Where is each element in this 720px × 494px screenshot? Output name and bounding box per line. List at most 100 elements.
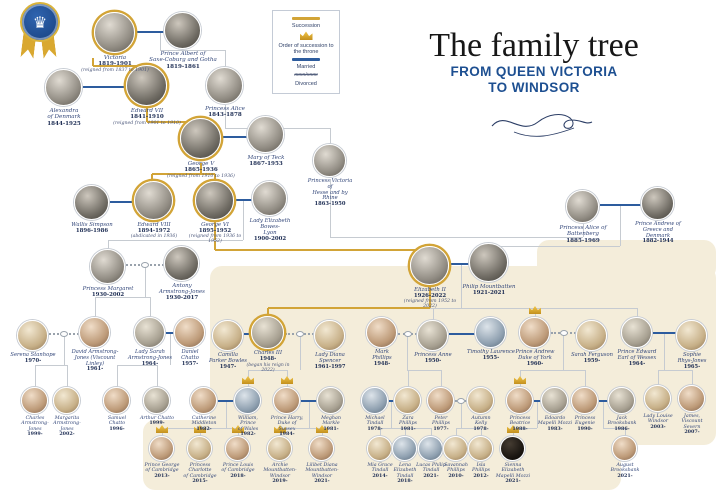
descent-line <box>390 401 392 428</box>
succession-line <box>199 163 203 174</box>
person-note: (reigned from 1936 to 1952) <box>188 234 242 245</box>
person-name: Saxe-Coburg and Gotha <box>149 57 217 64</box>
person-label-edoardo-mapelli-mozzi: Edoardo Mapelli Mozzi 1983- <box>537 416 573 432</box>
marriage-line <box>301 399 317 403</box>
succession-line <box>91 58 95 66</box>
person-label-james-viscount-severn: James, Viscount Severn 2007- <box>674 414 710 435</box>
descent-line <box>432 308 434 320</box>
person-name: Princess Alice of Battenberg <box>559 225 607 238</box>
person-name: Michael <box>365 416 385 421</box>
person-name: Lucas Philip <box>416 463 446 468</box>
person-name: Edward VII <box>130 108 164 114</box>
succession-line-sample <box>292 17 320 21</box>
person-years: 1844-1925 <box>47 120 81 127</box>
descent-line <box>657 370 659 385</box>
person-name: Philip Mountbatten <box>462 284 516 290</box>
person-name: Charles III <box>253 350 283 356</box>
person-label-princess-beatrice: Princess Beatrice 1988- <box>502 416 538 432</box>
marriage-line <box>222 135 247 139</box>
crown-icon <box>514 376 526 384</box>
portrait-mark-phillips <box>366 317 397 348</box>
descent-line <box>116 365 118 387</box>
person-name: Brooksbank <box>610 468 640 474</box>
person-label-margarita-armstrong-jones: Margarita Armstrong- Jones 2002- <box>49 416 85 437</box>
portrait-princess-alice-of-battenberg <box>566 190 599 223</box>
descent-line <box>407 370 409 387</box>
person-years: 1964- <box>141 360 159 367</box>
person-name: of Wales <box>237 426 259 432</box>
descent-line <box>489 245 620 247</box>
person-label-autumn-kelly: Autumn Kelly 1978- <box>463 416 499 432</box>
crown-glyph: ♛ <box>32 12 48 32</box>
portrait-princess-beatrice <box>506 387 533 414</box>
descent-line <box>407 369 441 371</box>
person-note: (began his reign in 2022) <box>246 362 290 373</box>
person-name: Lady Louise <box>643 414 673 419</box>
person-name: Alexandra <box>49 108 79 114</box>
person-name: Phillips <box>447 468 465 474</box>
person-label-alexandra-of-denmark: Alexandra of Denmark 1844-1925 <box>27 108 101 127</box>
portrait-arthur-chatto <box>143 387 170 414</box>
succession-line <box>213 222 217 250</box>
person-name: Meghan Markle <box>321 416 341 427</box>
descent-line <box>520 369 585 371</box>
person-label-sophie-rhys-jones: Sophie Rhys-Jones 1965- <box>667 352 717 370</box>
person-years: 1977- <box>433 425 449 432</box>
crown-icon <box>299 31 313 41</box>
portrait-savannah-phillips <box>443 436 468 461</box>
person-name: David Armstrong- <box>71 349 119 355</box>
portrait-elizabeth-ii <box>410 246 449 285</box>
person-years: 1957- <box>181 360 199 367</box>
royal-rosette-badge: ♛ <box>16 0 62 60</box>
person-years: 1955- <box>482 354 500 361</box>
person-label-princess-alice: Princess Alice 1843-1878 <box>188 106 262 119</box>
person-name: Spencer <box>319 357 341 364</box>
person-name: Prince Louis <box>222 463 254 468</box>
person-label-prince-harry: Prince Harry, Duke of Sussex 1984- <box>269 416 305 437</box>
descent-line <box>242 200 244 240</box>
person-label-william-prince-of-wales: William, Prince of Wales 1982- <box>230 416 266 437</box>
descent-line <box>329 128 331 144</box>
person-name: Lilibet Diana <box>306 463 338 468</box>
person-name: Princess Alice <box>205 106 245 112</box>
crown-icon <box>507 425 519 433</box>
person-label-zara-phillips: Zara Phillips 1981- <box>390 416 426 432</box>
portrait-princess-victoria-of-hesse <box>313 144 346 177</box>
marriage-line <box>534 399 541 403</box>
person-years: 1843-1878 <box>208 112 242 119</box>
descent-line <box>379 428 381 436</box>
person-name: Prince Harry, <box>270 416 304 421</box>
legend-divorced-label: Divorced <box>295 80 317 87</box>
person-label-prince-edward-earl-of-wessex: Prince Edward Earl of Wessex 1964- <box>612 349 662 367</box>
person-years: 2003- <box>650 423 666 430</box>
person-years: 2019- <box>272 478 288 485</box>
person-label-prince-george: Prince George of Cambridge 2013- <box>144 463 180 479</box>
person-years: 1978- <box>367 425 383 432</box>
person-name: Arthur Chatto <box>139 416 175 421</box>
person-name: Phillips <box>432 421 450 427</box>
person-label-meghan-markle: Meghan Markle 1981- <box>313 416 349 432</box>
person-years: 1896-1986 <box>75 228 109 235</box>
person-label-camilla-parker-bowles: Camilla Parker Bowles 1947- <box>203 352 253 370</box>
descent-line <box>34 365 36 387</box>
portrait-margarita-armstrong-jones <box>53 387 80 414</box>
portrait-zara-phillips <box>394 387 421 414</box>
succession-line <box>152 172 215 176</box>
person-years: 1948- <box>259 355 277 362</box>
person-label-prince-andrew-of-greece: Prince Andrew of Greece and Denmark 1882-1… <box>633 221 683 245</box>
divorced-sample: xxxx/xxxx <box>294 72 318 79</box>
person-name: Catherine <box>191 416 217 421</box>
descent-line <box>248 369 287 371</box>
person-label-george-vi: George VI 1895-1952 (reigned from 1936 to … <box>184 222 246 245</box>
person-name: Mary of Teck <box>247 155 285 161</box>
person-label-elizabeth-ii: Elizabeth II 1926-2022 (reigned from 1952 … <box>399 287 461 310</box>
descent-line <box>562 333 564 370</box>
person-name: Armstrong- <box>53 421 81 427</box>
person-name: Chatto <box>181 354 199 361</box>
descent-line <box>658 369 692 371</box>
marriage-line <box>136 30 164 34</box>
succession-line <box>145 107 149 122</box>
person-name: Princess Charlotte <box>188 463 212 474</box>
portrait-samuel-chatto <box>103 387 130 414</box>
crown-icon <box>156 425 168 433</box>
